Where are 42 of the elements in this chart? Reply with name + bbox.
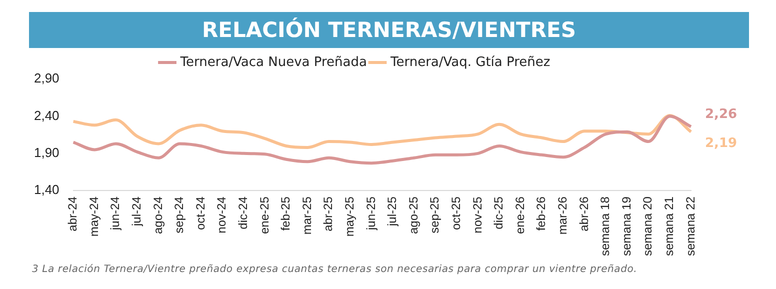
y-tick-label: 1,40 [34, 182, 60, 198]
x-tick-label: oct-25 [449, 196, 464, 230]
x-tick-label: semana 20 [640, 196, 655, 256]
x-tick-label: nov-24 [214, 196, 229, 234]
x-tick-label: ene-26 [512, 196, 527, 234]
y-tick-label: 2,90 [34, 70, 60, 86]
x-tick-label: mar-26 [556, 196, 570, 235]
x-tick-label: jul-25 [385, 196, 400, 227]
legend-label: Ternera/Vaca Nueva Preñada [179, 54, 367, 70]
line-series [72, 114, 692, 149]
line-series [72, 114, 692, 165]
x-tick-label: abr-25 [321, 196, 336, 232]
x-tick-label: may-24 [86, 196, 101, 237]
x-tick-label: oct-24 [193, 196, 208, 230]
x-tick-label: ago-25 [406, 196, 420, 234]
x-tick-label: feb-26 [534, 196, 548, 231]
text: 3 La relación Ternera/Vientre preñado expresa cuantas terneras son necesarias para comprar un vientre preñado. [32, 264, 638, 275]
data-label: 2,19 [705, 136, 738, 152]
data-label: 2,26 [705, 107, 738, 122]
x-tick-label: jun-25 [364, 196, 378, 231]
x-tick-label: dic-25 [492, 196, 506, 230]
x-tick-label: abr-24 [66, 196, 80, 232]
x-tick-label: semana 22 [683, 196, 698, 256]
x-tick-label: jun-24 [108, 196, 122, 231]
x-tick-label: feb-25 [278, 196, 293, 231]
x-tick-label: semana 19 [619, 196, 634, 256]
x-tick-label: jul-24 [130, 196, 144, 227]
y-tick-label: 1,90 [34, 144, 60, 160]
x-tick-label: ago-24 [150, 196, 165, 234]
x-tick-label: nov-25 [470, 196, 484, 234]
legend-label: Ternera/Vaq. Gtía Preñez [389, 54, 550, 70]
x-tick-label: ene-25 [257, 196, 272, 234]
x-tick-label: mar-25 [300, 196, 314, 235]
x-tick-label: may-25 [342, 196, 357, 237]
x-tick-label: semana 18 [598, 196, 612, 256]
x-tick-label: dic-24 [236, 196, 250, 230]
chart-title: RELACIÓN TERNERAS/VIENTRES [29, 12, 749, 48]
x-tick-label: semana 21 [662, 196, 676, 256]
y-tick-label: 2,40 [34, 108, 60, 123]
x-tick-label: sep-24 [172, 196, 186, 234]
x-tick-label: sep-25 [428, 196, 442, 234]
x-tick-label: abr-26 [576, 196, 591, 232]
